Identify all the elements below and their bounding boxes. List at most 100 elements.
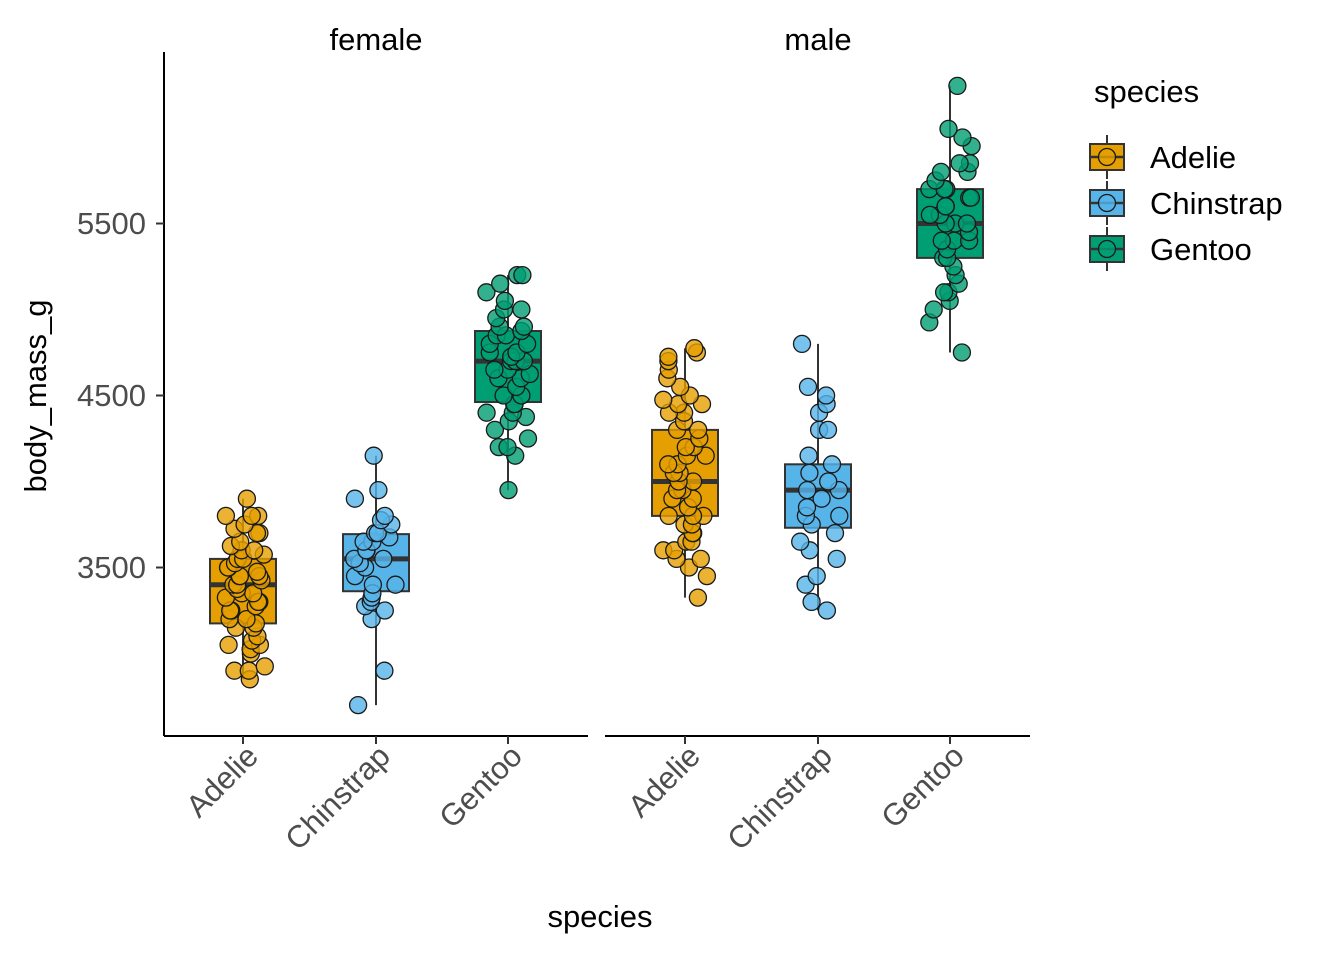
data-point bbox=[485, 360, 504, 379]
data-point bbox=[219, 635, 238, 655]
points-male-gentoo bbox=[920, 76, 981, 362]
legend-key-point bbox=[1097, 193, 1117, 213]
data-point bbox=[819, 472, 838, 491]
data-point bbox=[934, 283, 954, 302]
data-point bbox=[799, 446, 818, 465]
data-point bbox=[375, 506, 394, 526]
data-point bbox=[932, 231, 951, 250]
x-tick-label-male-adelie: Adelie bbox=[621, 738, 707, 824]
data-point bbox=[920, 205, 940, 225]
data-point bbox=[386, 575, 405, 594]
x-tick-label-female-adelie: Adelie bbox=[179, 738, 265, 824]
data-point bbox=[953, 128, 972, 147]
legend: species Adelie Chinstrap Gentoo bbox=[1089, 74, 1283, 271]
data-point bbox=[697, 566, 717, 586]
legend-title: species bbox=[1094, 74, 1199, 109]
data-point bbox=[802, 592, 821, 612]
legend-key-point bbox=[1097, 239, 1117, 259]
data-point bbox=[931, 162, 951, 182]
data-point bbox=[375, 601, 394, 620]
legend-label-gentoo: Gentoo bbox=[1150, 232, 1252, 267]
data-point bbox=[798, 377, 818, 397]
legend-label-adelie: Adelie bbox=[1150, 140, 1236, 175]
data-point bbox=[691, 549, 710, 569]
data-point bbox=[239, 661, 258, 680]
data-point bbox=[689, 420, 708, 440]
legend-key-chinstrap bbox=[1089, 181, 1125, 225]
data-point bbox=[961, 188, 981, 207]
data-point bbox=[514, 317, 534, 336]
data-point bbox=[948, 76, 967, 96]
x-tick-label-male-chinstrap: Chinstrap bbox=[720, 738, 839, 857]
y-tick-label: 4500 bbox=[77, 378, 146, 413]
data-point bbox=[659, 347, 678, 366]
data-point bbox=[369, 480, 388, 500]
y-tick-label: 3500 bbox=[77, 550, 146, 585]
data-point bbox=[494, 386, 513, 405]
data-point bbox=[685, 339, 704, 358]
data-point bbox=[512, 300, 531, 319]
data-point bbox=[242, 506, 261, 526]
legend-keys bbox=[1089, 135, 1125, 271]
points-male-chinstrap bbox=[791, 334, 849, 620]
points-female-chinstrap bbox=[345, 446, 405, 715]
data-point bbox=[812, 489, 831, 508]
data-point bbox=[345, 489, 365, 508]
data-point bbox=[676, 437, 695, 457]
data-point bbox=[485, 420, 505, 440]
x-tick-label-female-gentoo: Gentoo bbox=[432, 738, 529, 835]
data-point bbox=[791, 532, 810, 551]
points-male-adelie bbox=[654, 339, 717, 607]
data-point bbox=[816, 386, 836, 405]
data-point bbox=[830, 506, 849, 526]
data-point bbox=[255, 657, 274, 676]
data-point bbox=[363, 575, 383, 594]
data-point bbox=[499, 480, 518, 500]
data-point bbox=[477, 403, 496, 422]
data-point bbox=[950, 154, 969, 173]
data-point bbox=[688, 588, 708, 607]
y-axis-title: body_mass_g bbox=[18, 299, 53, 492]
data-point bbox=[348, 695, 368, 715]
points-female-gentoo bbox=[477, 265, 539, 500]
data-point bbox=[952, 343, 972, 362]
data-point bbox=[498, 437, 517, 457]
y-tick-label: 5500 bbox=[77, 206, 146, 241]
data-point bbox=[924, 300, 943, 319]
data-point bbox=[827, 549, 846, 569]
data-point bbox=[375, 661, 394, 680]
facet-label-female: female bbox=[329, 22, 422, 57]
y-axis-ticks bbox=[156, 222, 164, 569]
data-point bbox=[364, 446, 383, 465]
x-tick-label-female-chinstrap: Chinstrap bbox=[278, 738, 397, 857]
x-axis-ticks bbox=[242, 736, 951, 744]
legend-label-chinstrap: Chinstrap bbox=[1150, 186, 1283, 221]
legend-key-adelie bbox=[1089, 135, 1125, 179]
data-point bbox=[237, 489, 257, 508]
x-axis-title: species bbox=[547, 899, 652, 934]
data-point bbox=[957, 214, 977, 233]
data-point bbox=[822, 455, 842, 474]
data-point bbox=[247, 562, 267, 581]
data-point bbox=[800, 463, 819, 483]
data-point bbox=[477, 283, 496, 302]
data-point bbox=[659, 455, 678, 474]
data-point bbox=[825, 523, 845, 543]
data-point bbox=[654, 390, 673, 409]
data-point bbox=[518, 429, 538, 448]
plot-area bbox=[209, 76, 984, 715]
data-point bbox=[792, 334, 812, 354]
data-point bbox=[237, 609, 256, 629]
points-female-adelie bbox=[216, 489, 274, 689]
data-point bbox=[216, 506, 236, 526]
data-point bbox=[513, 265, 532, 285]
data-point bbox=[939, 119, 958, 139]
data-point bbox=[659, 506, 678, 526]
data-point bbox=[671, 377, 690, 397]
x-tick-label-male-gentoo: Gentoo bbox=[874, 738, 971, 835]
data-point bbox=[495, 291, 515, 311]
data-point bbox=[798, 480, 817, 500]
data-point bbox=[374, 549, 393, 569]
data-point bbox=[807, 566, 826, 586]
